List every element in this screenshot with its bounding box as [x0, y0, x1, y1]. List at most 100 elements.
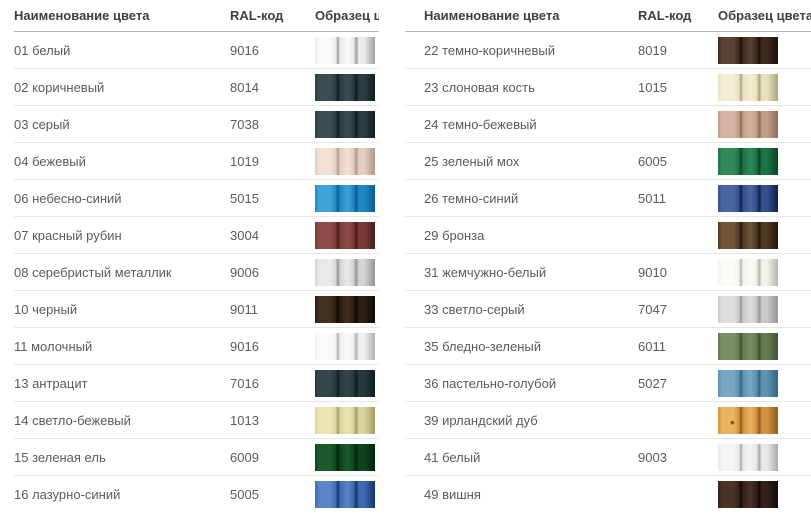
- sample-cell: [315, 221, 379, 249]
- column-header-color-name: Наименование цвета: [424, 8, 560, 23]
- table-row: 26 темно-синий 5011: [405, 180, 811, 217]
- sample-cell: [315, 480, 379, 508]
- sample-cell: [718, 295, 811, 323]
- ral-code-cell: 7047: [638, 301, 667, 317]
- color-swatch: [315, 258, 375, 286]
- color-swatch: [315, 480, 375, 508]
- table-row: 13 антрацит 7016: [14, 365, 379, 402]
- table-body: 22 темно-коричневый 8019 23 слоновая кос…: [405, 32, 811, 512]
- ral-code-cell: 7038: [230, 116, 259, 132]
- color-swatch: [718, 110, 778, 138]
- table-row: 11 молочный 9016: [14, 328, 379, 365]
- ral-code-cell: 9010: [638, 264, 667, 280]
- sample-cell: [315, 73, 379, 101]
- sample-cell: [718, 147, 811, 175]
- column-header-color-name: Наименование цвета: [14, 8, 150, 23]
- color-name-cell: 11 молочный: [14, 338, 93, 354]
- table-row: 23 слоновая кость 1015: [405, 69, 811, 106]
- sample-cell: [718, 258, 811, 286]
- color-name-cell: 04 бежевый: [14, 153, 86, 169]
- table-row: 39 ирландский дуб: [405, 402, 811, 439]
- color-name-cell: 39 ирландский дуб: [424, 412, 538, 428]
- color-name-cell: 08 серебристый металлик: [14, 264, 172, 280]
- ral-code-cell: 9011: [230, 301, 258, 317]
- table-row: 04 бежевый 1019: [14, 143, 379, 180]
- ral-code-cell: 3004: [230, 227, 259, 243]
- sample-cell: [315, 332, 379, 360]
- color-name-cell: 22 темно-коричневый: [424, 42, 556, 58]
- ral-table-left: Наименование цвета RAL-код Образец цвета…: [14, 0, 379, 512]
- color-swatch: [718, 332, 778, 360]
- sample-cell: [315, 36, 379, 64]
- color-name-cell: 31 жемчужно-белый: [424, 264, 547, 280]
- ral-code-cell: 9016: [230, 42, 259, 58]
- table-row: 36 пастельно-голубой 5027: [405, 365, 811, 402]
- sample-cell: [718, 73, 811, 101]
- sample-cell: [718, 110, 811, 138]
- ral-code-cell: 1013: [230, 412, 259, 428]
- sample-cell: [315, 406, 379, 434]
- color-swatch: [718, 480, 778, 508]
- column-header-sample: Образец цвета: [718, 8, 811, 23]
- sample-cell: [315, 369, 379, 397]
- table-row: 01 белый 9016: [14, 32, 379, 69]
- color-swatch: [315, 443, 375, 471]
- color-swatch: [315, 221, 375, 249]
- sample-cell: [718, 36, 811, 64]
- table-row: 35 бледно-зеленый 6011: [405, 328, 811, 365]
- column-header-ral-code: RAL-код: [638, 8, 692, 23]
- table-row: 15 зеленая ель 6009: [14, 439, 379, 476]
- table-body: 01 белый 9016 02 коричневый 8014 03 серы…: [14, 32, 379, 512]
- color-name-cell: 06 небесно-синий: [14, 190, 122, 206]
- color-swatch: [315, 147, 375, 175]
- sample-cell: [718, 406, 811, 434]
- color-swatch: [718, 295, 778, 323]
- ral-code-cell: 6011: [638, 338, 666, 354]
- color-name-cell: 16 лазурно-синий: [14, 486, 121, 502]
- table-row: 24 темно-бежевый: [405, 106, 811, 143]
- color-name-cell: 41 белый: [424, 449, 481, 465]
- color-name-cell: 25 зеленый мох: [424, 153, 520, 169]
- color-name-cell: 02 коричневый: [14, 79, 105, 95]
- color-name-cell: 10 черный: [14, 301, 78, 317]
- sample-cell: [718, 480, 811, 508]
- sample-cell: [718, 443, 811, 471]
- color-name-cell: 03 серый: [14, 116, 70, 132]
- table-row: 29 бронза: [405, 217, 811, 254]
- color-name-cell: 35 бледно-зеленый: [424, 338, 541, 354]
- table-header: Наименование цвета RAL-код Образец цвета: [405, 0, 811, 32]
- table-row: 02 коричневый 8014: [14, 69, 379, 106]
- color-swatch: [315, 184, 375, 212]
- column-header-ral-code: RAL-код: [230, 8, 284, 23]
- color-swatch: [718, 406, 778, 434]
- table-row: 06 небесно-синий 5015: [14, 180, 379, 217]
- table-row: 08 серебристый металлик 9006: [14, 254, 379, 291]
- color-name-cell: 26 темно-синий: [424, 190, 519, 206]
- color-swatch: [315, 369, 375, 397]
- color-swatch: [315, 295, 375, 323]
- color-swatch: [315, 36, 375, 64]
- table-row: 07 красный рубин 3004: [14, 217, 379, 254]
- ral-code-cell: 9016: [230, 338, 259, 354]
- sample-cell: [315, 295, 379, 323]
- column-header-sample: Образец цвета: [315, 8, 379, 23]
- table-row: 16 лазурно-синий 5005: [14, 476, 379, 512]
- color-swatch: [718, 369, 778, 397]
- color-name-cell: 23 слоновая кость: [424, 79, 535, 95]
- ral-code-cell: 6005: [638, 153, 667, 169]
- sample-cell: [315, 258, 379, 286]
- color-name-cell: 07 красный рубин: [14, 227, 122, 243]
- color-name-cell: 33 светло-серый: [424, 301, 525, 317]
- color-swatch: [718, 73, 778, 101]
- color-name-cell: 13 антрацит: [14, 375, 88, 391]
- color-swatch: [718, 221, 778, 249]
- color-swatch: [315, 73, 375, 101]
- ral-code-cell: 9006: [230, 264, 259, 280]
- ral-code-cell: 8019: [638, 42, 667, 58]
- ral-code-cell: 9003: [638, 449, 667, 465]
- ral-code-cell: 7016: [230, 375, 259, 391]
- sample-cell: [315, 443, 379, 471]
- ral-code-cell: 5015: [230, 190, 259, 206]
- ral-code-cell: 5011: [638, 190, 666, 206]
